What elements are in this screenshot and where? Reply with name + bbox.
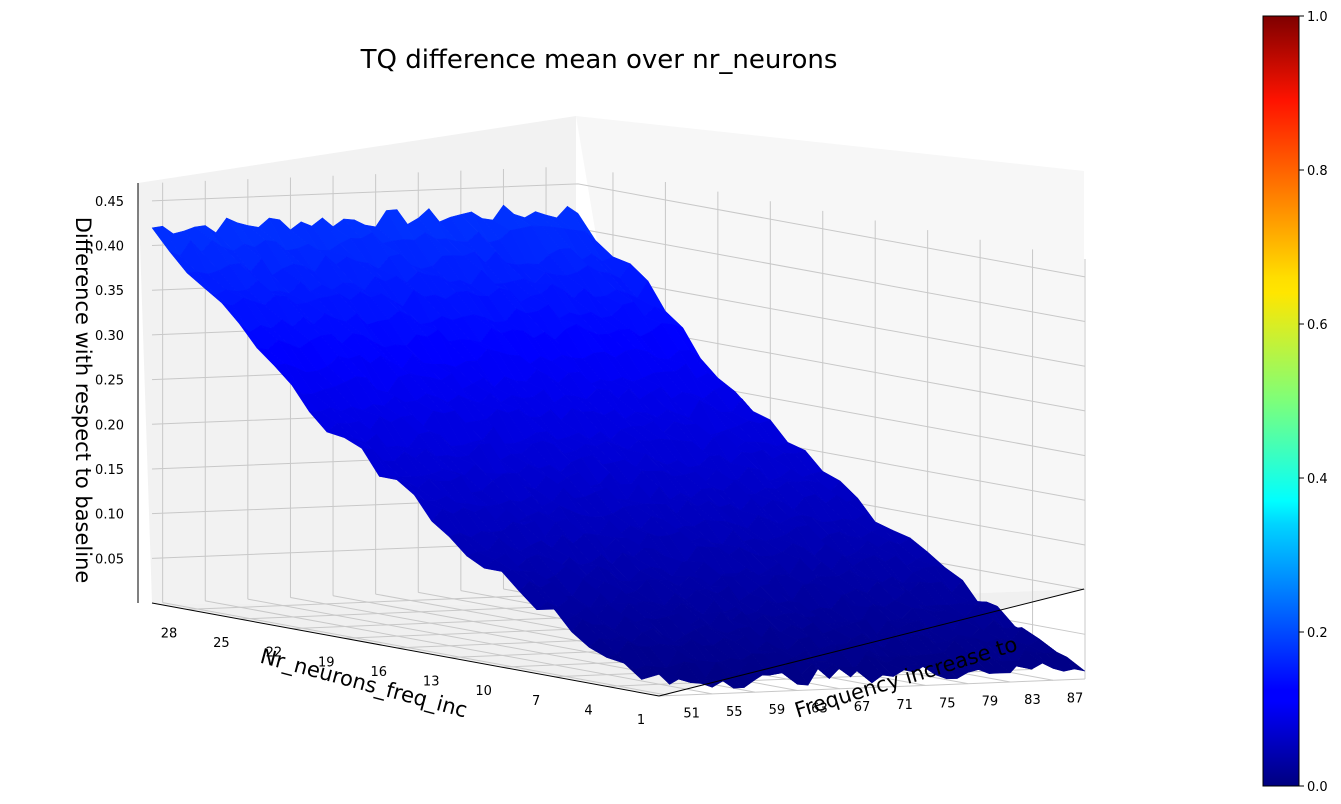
colorbar-gradient: [1262, 15, 1300, 787]
y-tick-label: 59: [769, 703, 786, 718]
z-tick-label: 0.30: [95, 329, 124, 344]
y-tick-label: 55: [726, 705, 743, 720]
grid-line-y: [162, 602, 670, 697]
x-tick-label: 7: [532, 694, 540, 709]
x-tick-label: 1: [637, 713, 645, 728]
y-tick-label: 75: [939, 696, 956, 711]
colorbar-tick-label: 0.6: [1307, 318, 1328, 333]
z-axis-label: Difference with respect to baseline: [71, 217, 95, 584]
y-tick-label: 51: [683, 707, 700, 722]
z-tick-label: 0.15: [95, 463, 124, 478]
z-tick-label: 0.10: [95, 508, 124, 523]
surface: [151, 204, 1086, 689]
colorbar-tick-label: 0.2: [1307, 626, 1328, 641]
y-axis-line: [658, 588, 1085, 697]
axes: 28 25 22 19 16 13 10 7 4 1 51 55 59 63 67 71 75 79 83 87 0.0…: [95, 183, 1085, 728]
z-tick-label: 0.05: [95, 552, 124, 567]
colorbar-tick-label: 1.0: [1307, 10, 1328, 25]
y-tick-label: 83: [1024, 693, 1041, 708]
x-axis-line: [151, 602, 660, 697]
grid-line-z: [151, 183, 1086, 278]
x-tick-label: 25: [213, 636, 230, 651]
grid-line-y: [205, 600, 713, 695]
colorbar-tick-label: 0.4: [1307, 472, 1328, 487]
chart-title: TQ difference mean over nr_neurons: [360, 45, 838, 75]
y-tick-label: 67: [854, 700, 871, 715]
colorbar-tick-label: 0.0: [1307, 780, 1328, 795]
x-tick-label: 16: [370, 665, 387, 680]
y-tick-label: 79: [982, 695, 999, 710]
z-tick-label: 0.20: [95, 418, 124, 433]
surface-facet: [640, 666, 670, 685]
z-tick-label: 0.25: [95, 374, 124, 389]
x-tick-label: 22: [266, 646, 283, 661]
x-tick-label: 19: [318, 655, 335, 670]
y-tick-label: 87: [1067, 691, 1084, 706]
x-tick-label: 4: [584, 703, 592, 718]
z-tick-label: 0.40: [95, 240, 124, 255]
z-tick-label: 0.35: [95, 284, 124, 299]
grid-line-x: [658, 678, 1086, 697]
colorbar-ticks: 0.0 0.2 0.4 0.6 0.8 1.0: [1299, 10, 1328, 795]
colorbar-tick-label: 0.8: [1307, 164, 1328, 179]
x-tick-label: 28: [161, 626, 178, 641]
colorbar: 0.0 0.2 0.4 0.6 0.8 1.0: [1262, 10, 1328, 795]
x-tick-label: 13: [423, 675, 440, 690]
x-tick-label: 10: [475, 684, 492, 699]
y-tick-label: 63: [811, 701, 828, 716]
z-tick-label: 0.45: [95, 195, 124, 210]
y-tick-label: 71: [896, 698, 913, 713]
